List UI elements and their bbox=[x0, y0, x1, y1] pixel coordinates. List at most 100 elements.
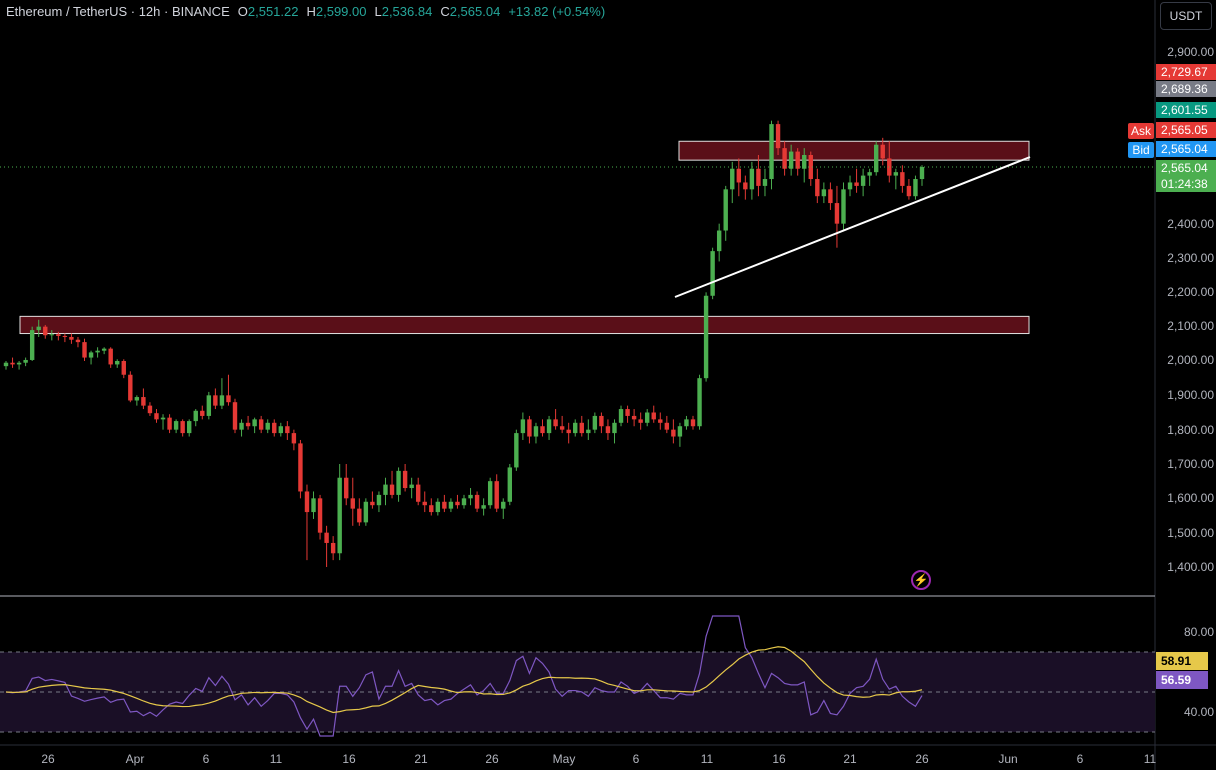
candle-body bbox=[658, 419, 663, 423]
candle-body bbox=[245, 422, 251, 427]
candle-body bbox=[141, 397, 146, 406]
candle-body bbox=[645, 412, 650, 423]
trendline bbox=[674, 156, 1031, 298]
candle-body bbox=[520, 419, 526, 434]
candle-body bbox=[115, 361, 120, 365]
candle-body bbox=[291, 433, 297, 444]
candle-body bbox=[154, 413, 159, 420]
rsi-ma-line bbox=[5, 646, 923, 714]
price-tick: 1,700.00 bbox=[1167, 457, 1214, 471]
ask-badge: Ask bbox=[1128, 123, 1154, 139]
candle-body bbox=[337, 477, 342, 554]
candle-body bbox=[134, 397, 140, 401]
teal-price-label: 2,601.55 bbox=[1156, 102, 1216, 118]
high-price-label: 2,729.67 bbox=[1156, 64, 1216, 80]
time-tick: 6 bbox=[632, 752, 640, 766]
candle-body bbox=[815, 179, 820, 197]
candle-body bbox=[311, 498, 316, 513]
candle-body bbox=[586, 429, 591, 434]
candle-body bbox=[736, 168, 741, 183]
resistance-zone bbox=[678, 140, 1030, 161]
candle-body bbox=[821, 189, 827, 197]
candle-body bbox=[507, 467, 512, 502]
candle-body bbox=[566, 429, 571, 434]
symbol-legend: Ethereum / TetherUS · 12h · BINANCE O 2,… bbox=[6, 4, 605, 19]
candle-body bbox=[49, 334, 54, 336]
candle-body bbox=[389, 484, 395, 495]
candle-body bbox=[435, 501, 441, 513]
candle-body bbox=[651, 412, 656, 420]
candle-body bbox=[200, 410, 205, 416]
open-label: O bbox=[237, 4, 248, 19]
candle-body bbox=[893, 172, 899, 176]
candle-body bbox=[363, 501, 369, 523]
candle-body bbox=[749, 168, 755, 190]
candle-body bbox=[252, 419, 257, 427]
candle-body bbox=[239, 422, 244, 430]
currency-button[interactable]: USDT bbox=[1160, 2, 1212, 30]
candle-body bbox=[880, 144, 885, 159]
candle-body bbox=[913, 179, 918, 197]
rsi-value-label: 56.59 bbox=[1156, 671, 1208, 689]
candle-body bbox=[841, 189, 846, 224]
candle-body bbox=[173, 421, 179, 430]
low-label: L bbox=[374, 4, 382, 19]
time-tick: 11 bbox=[700, 752, 714, 766]
candle-body bbox=[684, 419, 689, 427]
candle-body bbox=[121, 361, 126, 375]
candle-body bbox=[285, 426, 290, 434]
candle-body bbox=[461, 498, 467, 506]
gray-price-label: 2,689.36 bbox=[1156, 81, 1216, 97]
symbol-name[interactable]: Ethereum / TetherUS · 12h · BINANCE bbox=[6, 4, 230, 19]
candle-body bbox=[429, 505, 434, 513]
close-value: 2,565.04 bbox=[449, 4, 501, 19]
candle-body bbox=[788, 151, 794, 169]
candle-body bbox=[213, 395, 218, 406]
candle-body bbox=[75, 339, 81, 343]
price-tick: 2,200.00 bbox=[1167, 285, 1214, 299]
time-tick: Jun bbox=[998, 752, 1018, 766]
candle-body bbox=[677, 426, 683, 437]
time-tick: 16 bbox=[772, 752, 786, 766]
candle-body bbox=[743, 182, 748, 190]
candle-body bbox=[304, 491, 310, 513]
rsi-line bbox=[5, 615, 923, 737]
price-tick: 1,800.00 bbox=[1167, 423, 1214, 437]
price-tick: 1,900.00 bbox=[1167, 388, 1214, 402]
candle-body bbox=[265, 422, 270, 430]
candle-body bbox=[599, 415, 604, 427]
candle-body bbox=[56, 334, 61, 336]
candle-body bbox=[160, 417, 166, 420]
price-tick: 2,400.00 bbox=[1167, 217, 1214, 231]
candle-body bbox=[900, 172, 905, 186]
candle-body bbox=[180, 421, 185, 434]
candle-body bbox=[906, 185, 912, 197]
candle-body bbox=[357, 508, 362, 523]
low-value: 2,536.84 bbox=[381, 4, 433, 19]
flash-icon[interactable]: ⚡ bbox=[911, 570, 931, 590]
candle-body bbox=[187, 421, 192, 434]
countdown-label: 01:24:38 bbox=[1156, 176, 1216, 192]
candle-body bbox=[442, 501, 447, 509]
candle-body bbox=[559, 426, 565, 430]
candle-body bbox=[730, 168, 735, 190]
rsi-ma-label: 58.91 bbox=[1156, 652, 1208, 670]
high-value: 2,599.00 bbox=[315, 4, 367, 19]
price-tick: 1,500.00 bbox=[1167, 526, 1214, 540]
candle-body bbox=[324, 532, 329, 543]
candle-body bbox=[298, 443, 303, 492]
price-tick: 1,400.00 bbox=[1167, 560, 1214, 574]
candle-body bbox=[206, 395, 212, 416]
candle-body bbox=[272, 422, 277, 434]
rsi-tick-80: 80.00 bbox=[1183, 625, 1214, 639]
candle-body bbox=[317, 498, 323, 533]
candle-body bbox=[638, 419, 643, 423]
candle-body bbox=[546, 419, 552, 434]
rsi-tick-40: 40.00 bbox=[1183, 705, 1214, 719]
candle-body bbox=[3, 362, 9, 367]
candle-body bbox=[782, 148, 787, 169]
candle-body bbox=[612, 422, 617, 434]
candle-body bbox=[422, 501, 427, 506]
change-value: +13.82 (+0.54%) bbox=[508, 4, 606, 19]
